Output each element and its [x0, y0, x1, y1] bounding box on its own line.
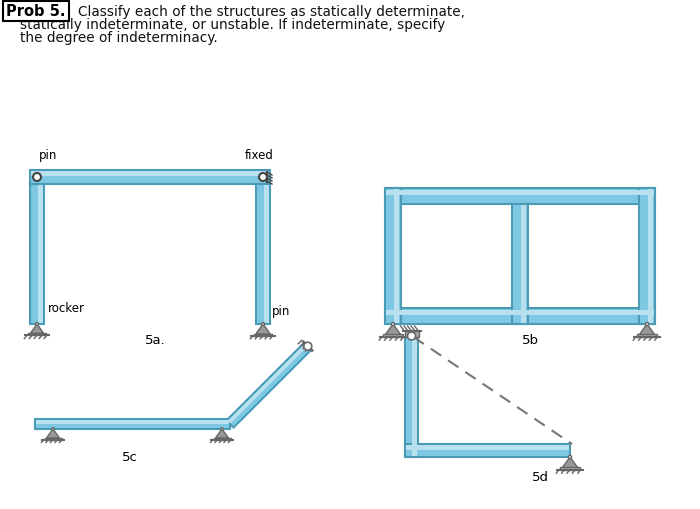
Bar — [386, 189, 654, 195]
Bar — [521, 205, 526, 323]
Text: Prob 5.: Prob 5. — [6, 4, 66, 18]
Bar — [637, 334, 657, 336]
Polygon shape — [30, 324, 43, 333]
Bar — [36, 420, 229, 423]
Text: 5d: 5d — [531, 471, 549, 484]
Bar — [405, 337, 418, 457]
Bar — [214, 438, 230, 439]
Bar — [228, 344, 307, 423]
Bar — [648, 189, 653, 323]
Circle shape — [220, 428, 223, 430]
Circle shape — [262, 323, 265, 325]
Bar — [30, 170, 270, 184]
Circle shape — [645, 322, 649, 326]
Text: the degree of indeterminacy.: the degree of indeterminacy. — [20, 31, 218, 45]
Bar — [31, 172, 269, 176]
Bar — [639, 188, 655, 324]
Bar — [45, 438, 62, 439]
Text: rocker: rocker — [48, 301, 85, 315]
Text: 5a.: 5a. — [145, 334, 165, 347]
Bar — [35, 419, 230, 429]
Text: pin: pin — [272, 305, 290, 319]
Bar — [412, 338, 416, 456]
Bar — [30, 184, 44, 324]
Bar — [385, 188, 401, 324]
Bar — [385, 188, 655, 204]
Text: pin: pin — [39, 149, 57, 162]
Circle shape — [304, 342, 312, 350]
Bar — [405, 331, 419, 337]
Bar — [386, 309, 654, 315]
Polygon shape — [562, 457, 578, 468]
Circle shape — [33, 173, 41, 181]
Bar — [560, 467, 580, 470]
Bar — [264, 185, 269, 323]
Polygon shape — [216, 429, 228, 438]
Text: Classify each of the structures as statically determinate,: Classify each of the structures as stati… — [78, 5, 465, 19]
Text: 5b: 5b — [522, 334, 538, 347]
Circle shape — [391, 322, 395, 326]
Bar — [28, 333, 46, 335]
Bar — [405, 444, 570, 457]
Bar — [385, 308, 655, 324]
Circle shape — [407, 332, 416, 340]
Bar — [394, 189, 400, 323]
Bar — [253, 333, 272, 335]
FancyBboxPatch shape — [3, 1, 69, 21]
Bar — [38, 185, 43, 323]
Text: 5c: 5c — [122, 451, 138, 464]
Polygon shape — [639, 324, 654, 335]
Text: fixed: fixed — [245, 149, 274, 162]
Bar — [512, 204, 528, 324]
Circle shape — [52, 428, 55, 430]
Bar — [227, 343, 312, 428]
Bar — [256, 184, 270, 324]
Circle shape — [259, 173, 267, 181]
Circle shape — [36, 323, 38, 325]
Bar — [406, 445, 569, 450]
Polygon shape — [46, 429, 60, 438]
Polygon shape — [385, 324, 401, 335]
Text: statically indeterminate, or unstable. If indeterminate, specify: statically indeterminate, or unstable. I… — [20, 18, 445, 32]
Circle shape — [568, 456, 572, 459]
Polygon shape — [256, 324, 270, 334]
Bar — [383, 334, 403, 336]
